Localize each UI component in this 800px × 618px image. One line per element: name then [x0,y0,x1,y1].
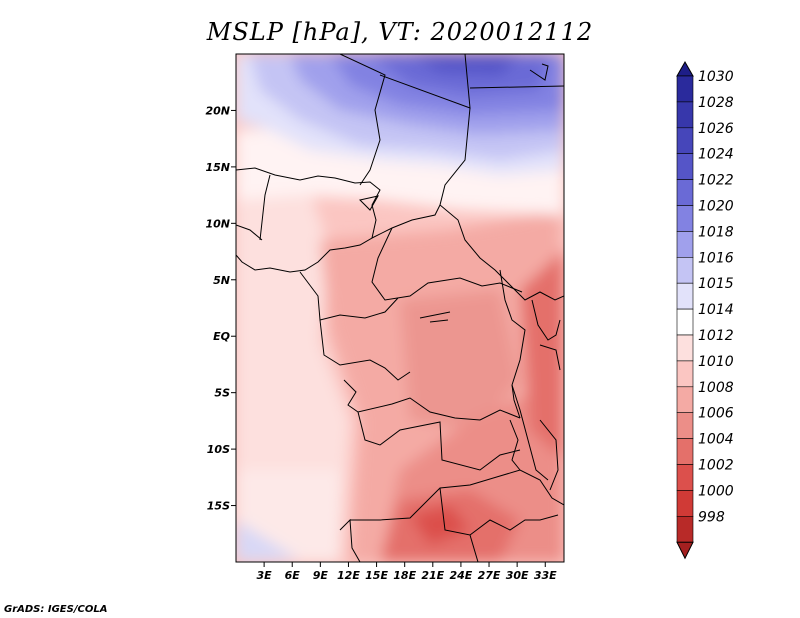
colorbar-swatch [676,231,694,258]
lat-tick-label: 5N [213,274,230,287]
lon-tick-label: 33E [534,569,557,582]
colorbar-label: 998 [698,509,725,525]
lon-tick-label: 27E [478,569,501,582]
lon-tick-label: 3E [257,569,273,582]
lon-tick-label: 9E [313,569,329,582]
colorbar-label: 1028 [698,95,734,111]
lat-tick-label: 10S [207,443,230,456]
colorbar-label: 1014 [698,302,734,318]
lon-tick-label: 15E [365,569,388,582]
lat-tick-label: 5S [214,387,230,400]
colorbar-swatch [676,438,694,465]
colorbar-label: 1018 [698,224,734,240]
colorbar-label: 1024 [698,147,734,163]
longitude-axis: 3E 6E 9E 12E 15E 18E 21E 24E 27E 30E 33E [257,562,557,582]
colorbar-swatch [676,75,694,103]
colorbar-label: 1020 [698,199,734,215]
colorbar-swatch [676,464,694,491]
lat-tick-label: 15N [205,161,230,174]
lat-tick-label: 20N [205,104,230,117]
colorbar-swatch [676,127,694,155]
lon-tick-label: 21E [421,569,444,582]
lat-tick-label: 15S [207,500,230,513]
colorbar-label: 1022 [698,173,734,189]
colorbar-swatch [676,101,694,129]
colorbar-swatch [676,360,694,388]
colorbar-label: 1000 [698,483,734,499]
colorbar-swatch [676,308,694,336]
map-title: MSLP [hPa], VT: 2020012112 [206,18,594,46]
colorbar-label: 1008 [698,380,734,396]
colorbar-top-arrow [676,60,694,77]
colorbar-swatch [676,490,694,517]
colorbar-label: 1010 [698,354,734,370]
colorbar-swatch [676,412,694,439]
country-borders [236,54,564,562]
lat-tick-label: 10N [205,217,230,230]
map-frame [235,53,565,563]
lon-tick-label: 24E [450,569,473,582]
colorbar-swatch [676,282,694,310]
colorbar-swatch [676,256,694,284]
colorbar-label: 1006 [698,406,734,422]
colorbar-swatch [676,386,694,413]
colorbar-label: 1016 [698,250,734,266]
lon-tick-label: 18E [393,569,416,582]
colorbar-swatch [676,205,694,232]
colorbar-label: 1015 [698,276,734,292]
colorbar-swatch [676,515,694,543]
lon-tick-label: 6E [285,569,301,582]
pressure-field [236,54,564,562]
grads-credit: GrADS: IGES/COLA [4,604,108,615]
colorbar-label: 1004 [698,432,734,448]
colorbar-label: 1012 [698,328,734,344]
lon-tick-label: 12E [337,569,360,582]
latitude-axis: 20N 15N 10N 5N EQ 5S 10S 15S [205,104,236,513]
colorbar-label: 1002 [698,458,734,474]
colorbar-swatch [676,153,694,180]
colorbar-label: 1030 [698,69,734,85]
colorbar-swatch [676,179,694,206]
colorbar: 1030 1028 1026 1024 1022 1020 1018 1016 1015 1014… [676,60,734,560]
colorbar-label: 1026 [698,121,734,137]
lon-tick-label: 30E [506,569,529,582]
colorbar-bottom-arrow [676,541,694,560]
lat-tick-label: EQ [213,330,230,343]
colorbar-swatch [676,334,694,362]
